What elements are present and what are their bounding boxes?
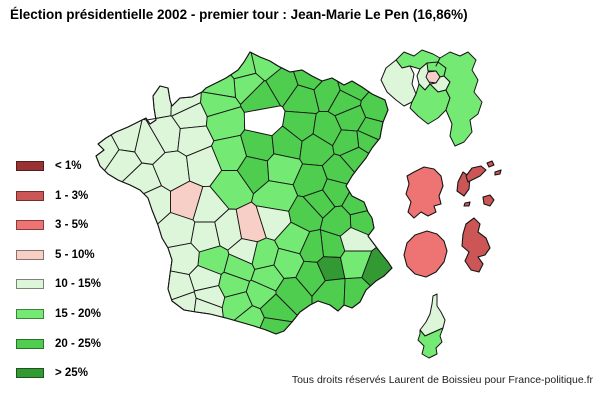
legend-row: 5 - 10%	[16, 249, 95, 261]
legend-label: 1 - 3%	[55, 189, 89, 202]
overseas-guadeloupe	[494, 169, 502, 176]
idf-inset-seine-et-marne	[435, 51, 483, 147]
legend-row: 1 - 3%	[16, 190, 88, 202]
legend-color-swatch	[16, 190, 44, 201]
legend-row: 15 - 20%	[16, 308, 101, 320]
overseas-guadeloupe	[486, 160, 495, 168]
legend-label: 20 - 25%	[55, 337, 102, 350]
legend-color-swatch	[16, 309, 44, 319]
legend-row: 3 - 5%	[16, 219, 88, 231]
overseas-guyane	[405, 166, 444, 219]
copyright-notice: Tous droits réservés Laurent de Boissieu…	[291, 374, 593, 386]
department-corse-du-sud	[417, 327, 444, 359]
legend: < 1% 1 - 3% 3 - 5% 5 - 10% 10 - 15% 15 - 20% 2…	[0, 0, 140, 400]
department-manche	[142, 85, 172, 121]
legend-color-swatch	[16, 368, 44, 379]
idf-inset-essonne	[409, 83, 451, 125]
legend-label: 15 - 20%	[55, 308, 102, 320]
legend-color-swatch	[16, 279, 44, 290]
legend-row: < 1%	[16, 160, 82, 172]
legend-label: 5 - 10%	[55, 248, 95, 261]
overseas-guadeloupe	[482, 194, 495, 207]
overseas-guadeloupe	[465, 165, 487, 183]
legend-color-swatch	[16, 338, 44, 349]
page-title: Élection présidentielle 2002 - premier t…	[10, 7, 468, 22]
legend-color-swatch	[16, 161, 44, 171]
overseas-reunion	[403, 230, 448, 278]
legend-label: 10 - 15%	[55, 278, 102, 291]
overseas-guadeloupe	[463, 201, 471, 207]
legend-label: > 25%	[55, 367, 88, 380]
legend-color-swatch	[16, 249, 44, 260]
legend-row: 20 - 25%	[16, 338, 101, 350]
department-ile-de-france-cutout	[243, 105, 286, 137]
legend-row: 10 - 15%	[16, 278, 101, 290]
legend-label: 3 - 5%	[55, 219, 89, 232]
overseas-martinique	[461, 217, 491, 273]
legend-color-swatch	[16, 220, 44, 231]
idf-inset-yvelines	[380, 59, 417, 107]
mainland-outline	[95, 51, 393, 335]
legend-label: < 1%	[55, 160, 82, 172]
legend-row: > 25%	[16, 367, 88, 379]
